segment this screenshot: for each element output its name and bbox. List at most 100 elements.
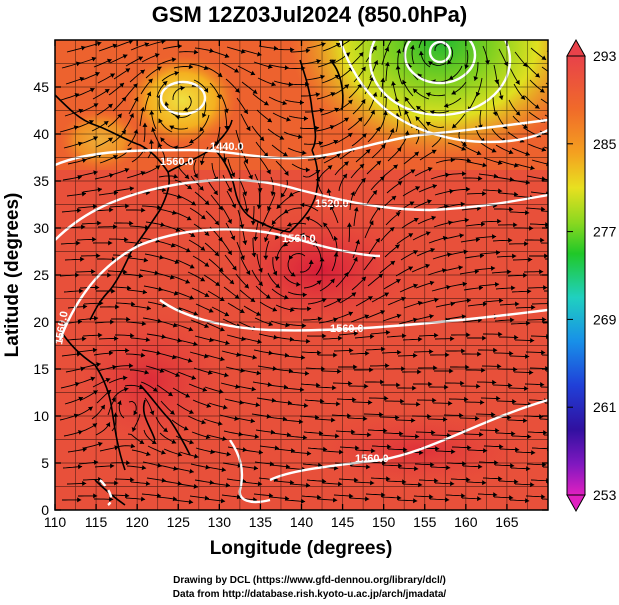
wind-arrowhead <box>106 58 112 64</box>
wind-arrowhead <box>254 434 259 439</box>
wind-arrowhead <box>275 283 280 288</box>
wind-arrowhead <box>129 363 134 369</box>
wind-arrowhead <box>268 493 274 499</box>
wind-arrowhead <box>353 257 358 262</box>
wind-arrowhead <box>171 439 177 444</box>
wind-arrowhead <box>497 218 502 224</box>
wind-arrowhead <box>215 281 220 286</box>
wind-arrowhead <box>497 160 503 165</box>
wind-arrowhead <box>508 149 514 155</box>
wind-arrowhead <box>82 480 87 486</box>
wind-arrowhead <box>330 278 335 284</box>
wind-arrowhead <box>416 105 421 111</box>
wind-arrowhead <box>558 149 562 154</box>
wind-arrowhead <box>364 383 369 389</box>
wind-arrowhead <box>314 125 320 131</box>
wind-arrowhead <box>243 158 249 164</box>
wind-arrowhead <box>417 369 422 375</box>
wind-arrowhead <box>287 400 293 406</box>
wind-arrowhead <box>490 265 496 271</box>
wind-arrowhead <box>306 306 312 312</box>
y-tick-label: 40 <box>33 126 49 142</box>
wind-arrowhead <box>114 480 119 486</box>
wind-arrowhead <box>218 267 224 272</box>
wind-arrowhead <box>271 397 276 403</box>
wind-arrowhead <box>446 465 451 471</box>
wind-arrowhead <box>395 212 401 217</box>
wind-arrowhead <box>119 83 125 88</box>
wind-arrowhead <box>121 129 126 135</box>
wind-arrowhead <box>257 481 263 487</box>
wind-arrowhead <box>354 477 359 483</box>
wind-arrowhead <box>389 128 395 134</box>
colorbar: 293 285 277 269 261 253 <box>566 38 617 513</box>
wind-arrowhead <box>188 326 194 332</box>
wind-arrowhead <box>208 308 214 313</box>
wind-arrowhead <box>252 89 258 94</box>
wind-arrowhead <box>497 188 503 194</box>
wind-arrowhead <box>353 364 358 370</box>
wind-arrowhead <box>355 445 360 451</box>
wind-arrowhead <box>375 238 380 243</box>
wind-streamline <box>418 40 423 49</box>
wind-arrowhead <box>474 269 479 275</box>
wind-arrowhead <box>426 121 431 127</box>
wind-arrowhead <box>149 139 155 144</box>
wind-arrowhead <box>334 74 340 80</box>
wind-arrowhead <box>224 53 230 58</box>
wind-arrowhead <box>246 126 251 131</box>
wind-arrowhead <box>543 285 548 291</box>
wind-arrowhead <box>112 43 118 49</box>
wind-arrowhead <box>425 231 431 236</box>
wind-arrowhead <box>365 496 370 502</box>
wind-arrowhead <box>302 323 307 329</box>
wind-arrowhead <box>541 494 546 500</box>
wind-arrowhead <box>392 32 396 37</box>
wind-arrowhead <box>203 65 209 70</box>
wind-arrowhead <box>129 113 134 118</box>
wind-arrowhead <box>320 74 325 80</box>
wind-streamline <box>546 194 548 196</box>
wind-arrowhead <box>559 433 563 438</box>
wind-arrowhead <box>302 434 308 440</box>
wind-arrowhead <box>269 461 275 467</box>
wind-arrowhead <box>108 240 113 246</box>
wind-arrowhead <box>343 272 349 277</box>
wind-streamline <box>546 338 548 340</box>
wind-arrowhead <box>494 460 499 466</box>
wind-arrowhead <box>252 354 257 360</box>
wind-arrowhead <box>396 147 402 152</box>
wind-arrowhead <box>404 110 410 115</box>
wind-arrowhead <box>110 73 115 78</box>
wind-arrowhead <box>125 347 130 353</box>
wind-arrowhead <box>111 288 116 294</box>
wind-arrowhead <box>523 418 528 424</box>
wind-arrowhead <box>256 370 261 376</box>
wind-arrowhead <box>524 241 529 247</box>
wind-arrowhead <box>529 369 534 375</box>
wind-arrowhead <box>191 375 196 380</box>
wind-arrowhead <box>396 313 402 319</box>
wind-arrowhead <box>144 42 149 47</box>
wind-arrowhead <box>105 422 111 428</box>
wind-arrowhead <box>108 137 113 143</box>
wind-arrowhead <box>555 417 559 422</box>
wind-arrowhead <box>479 253 485 259</box>
wind-arrowhead <box>535 72 540 78</box>
x-tick-label: 150 <box>372 514 396 530</box>
wind-arrowhead <box>556 241 560 246</box>
y-axis: 0 5 10 15 20 25 30 35 40 45 <box>33 79 548 518</box>
wind-arrowhead <box>244 208 250 213</box>
wind-arrowhead <box>221 467 226 473</box>
wind-arrowhead <box>300 202 305 208</box>
wind-arrowhead <box>306 338 311 344</box>
wind-arrowhead <box>284 170 289 176</box>
wind-arrowhead <box>157 143 163 148</box>
wind-streamline <box>540 98 548 105</box>
wind-arrowhead <box>187 358 193 363</box>
wind-arrowhead <box>478 285 484 291</box>
wind-arrowhead <box>161 40 166 45</box>
wind-arrowhead <box>462 171 467 177</box>
wind-arrowhead <box>253 236 259 241</box>
x-tick-label: 140 <box>290 514 314 530</box>
